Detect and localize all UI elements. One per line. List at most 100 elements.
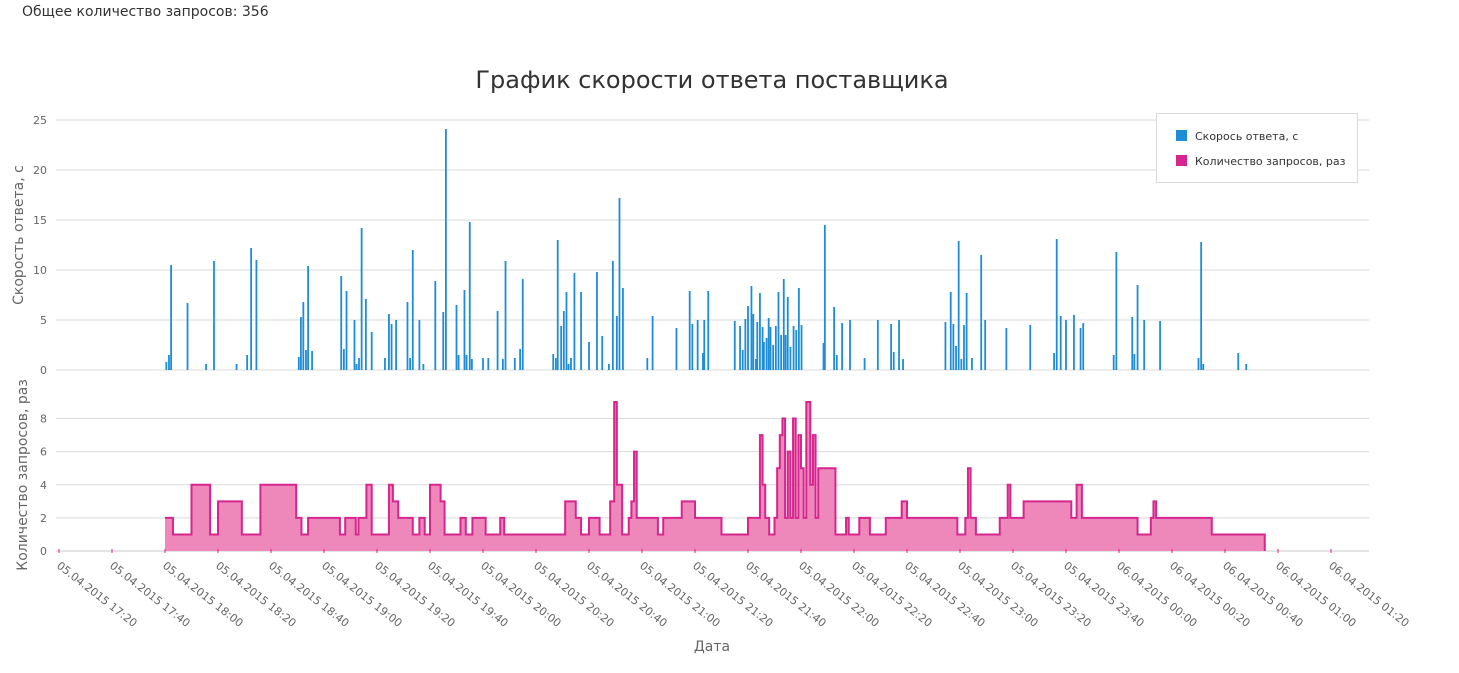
request-line[interactable] <box>165 401 1266 551</box>
response-bar[interactable] <box>876 320 879 370</box>
response-bar[interactable] <box>863 358 866 370</box>
response-bar[interactable] <box>496 311 499 370</box>
response-bar[interactable] <box>1136 285 1139 370</box>
response-bar[interactable] <box>504 261 507 370</box>
response-bar[interactable] <box>963 325 965 370</box>
response-bar[interactable] <box>611 261 614 370</box>
legend-swatch-response-time[interactable] <box>1176 130 1187 141</box>
response-bar[interactable] <box>418 320 421 370</box>
response-bar[interactable] <box>752 314 755 370</box>
response-bar[interactable] <box>750 286 753 370</box>
response-bar[interactable] <box>971 358 973 370</box>
response-bar[interactable] <box>1082 323 1085 370</box>
response-bar[interactable] <box>618 198 621 370</box>
response-bar[interactable] <box>465 355 468 370</box>
response-bar[interactable] <box>741 350 744 370</box>
response-bar[interactable] <box>1200 242 1203 370</box>
response-bar[interactable] <box>411 250 414 370</box>
response-bar[interactable] <box>702 353 704 370</box>
response-bar[interactable] <box>342 349 345 370</box>
response-bar[interactable] <box>501 359 504 370</box>
response-bar[interactable] <box>902 359 904 370</box>
response-bar[interactable] <box>186 303 189 370</box>
response-bar[interactable] <box>388 314 390 370</box>
response-bar[interactable] <box>769 327 772 370</box>
response-bar[interactable] <box>1197 358 1200 370</box>
response-bar[interactable] <box>761 327 764 370</box>
response-bar[interactable] <box>168 355 170 370</box>
response-bar[interactable] <box>707 291 710 370</box>
response-bar[interactable] <box>1131 317 1134 370</box>
response-bar[interactable] <box>384 358 386 370</box>
response-bar[interactable] <box>246 355 249 370</box>
response-bar[interactable] <box>300 317 302 370</box>
response-bar[interactable] <box>1202 364 1205 370</box>
response-bar[interactable] <box>984 320 987 370</box>
response-bar[interactable] <box>1059 316 1062 370</box>
response-bar[interactable] <box>1079 328 1082 370</box>
response-bar[interactable] <box>800 325 803 370</box>
response-bar[interactable] <box>957 241 960 370</box>
response-bar[interactable] <box>165 362 168 370</box>
response-bar[interactable] <box>744 319 747 370</box>
response-bar[interactable] <box>782 279 785 370</box>
response-bar[interactable] <box>562 311 565 370</box>
response-bar[interactable] <box>395 320 397 370</box>
response-bar[interactable] <box>944 322 947 370</box>
response-bar[interactable] <box>774 326 777 370</box>
response-bar[interactable] <box>406 302 409 370</box>
response-bar[interactable] <box>457 355 460 370</box>
response-bar[interactable] <box>646 358 649 370</box>
response-bar[interactable] <box>205 364 207 370</box>
response-bar[interactable] <box>360 228 363 370</box>
response-bar[interactable] <box>235 364 238 370</box>
response-bar[interactable] <box>470 359 473 370</box>
response-bar[interactable] <box>784 335 787 370</box>
response-bar[interactable] <box>355 364 358 370</box>
response-bar[interactable] <box>767 318 770 370</box>
response-bar[interactable] <box>980 255 983 370</box>
response-bar[interactable] <box>519 349 521 370</box>
response-bar[interactable] <box>765 338 768 370</box>
response-bar[interactable] <box>567 364 570 370</box>
response-bar[interactable] <box>297 357 300 370</box>
response-bar[interactable] <box>390 324 393 370</box>
response-bar[interactable] <box>777 292 780 370</box>
response-bar[interactable] <box>756 322 759 370</box>
response-bar[interactable] <box>468 222 471 370</box>
response-bar[interactable] <box>1237 353 1240 370</box>
response-bar[interactable] <box>898 320 900 370</box>
response-bar[interactable] <box>1245 364 1248 370</box>
response-bar[interactable] <box>302 302 305 370</box>
response-bar[interactable] <box>755 359 757 370</box>
response-bar[interactable] <box>521 279 524 370</box>
response-bar[interactable] <box>789 347 792 370</box>
response-bar[interactable] <box>370 332 373 370</box>
response-bar[interactable] <box>1159 321 1161 370</box>
response-bar[interactable] <box>1112 355 1115 370</box>
response-bar[interactable] <box>615 316 618 370</box>
response-bar[interactable] <box>596 272 598 370</box>
response-bar[interactable] <box>792 326 795 370</box>
response-bar[interactable] <box>952 324 955 370</box>
response-bar[interactable] <box>255 260 258 370</box>
response-bar[interactable] <box>170 265 172 370</box>
response-bar[interactable] <box>696 320 699 370</box>
response-bar[interactable] <box>960 359 963 370</box>
response-bar[interactable] <box>849 320 851 370</box>
response-bar[interactable] <box>601 336 604 370</box>
response-bar[interactable] <box>570 358 572 370</box>
response-bar[interactable] <box>552 354 555 370</box>
response-bar[interactable] <box>422 364 425 370</box>
response-bar[interactable] <box>733 321 736 370</box>
response-bar[interactable] <box>892 352 895 370</box>
response-bar[interactable] <box>358 358 360 370</box>
response-bar[interactable] <box>250 248 253 370</box>
response-bar[interactable] <box>364 299 367 370</box>
response-bar[interactable] <box>1133 354 1136 370</box>
response-bar[interactable] <box>560 326 563 370</box>
legend-swatch-request-count[interactable] <box>1176 155 1187 166</box>
response-bar[interactable] <box>739 326 741 370</box>
response-bar[interactable] <box>434 281 437 370</box>
response-bar[interactable] <box>213 261 215 370</box>
